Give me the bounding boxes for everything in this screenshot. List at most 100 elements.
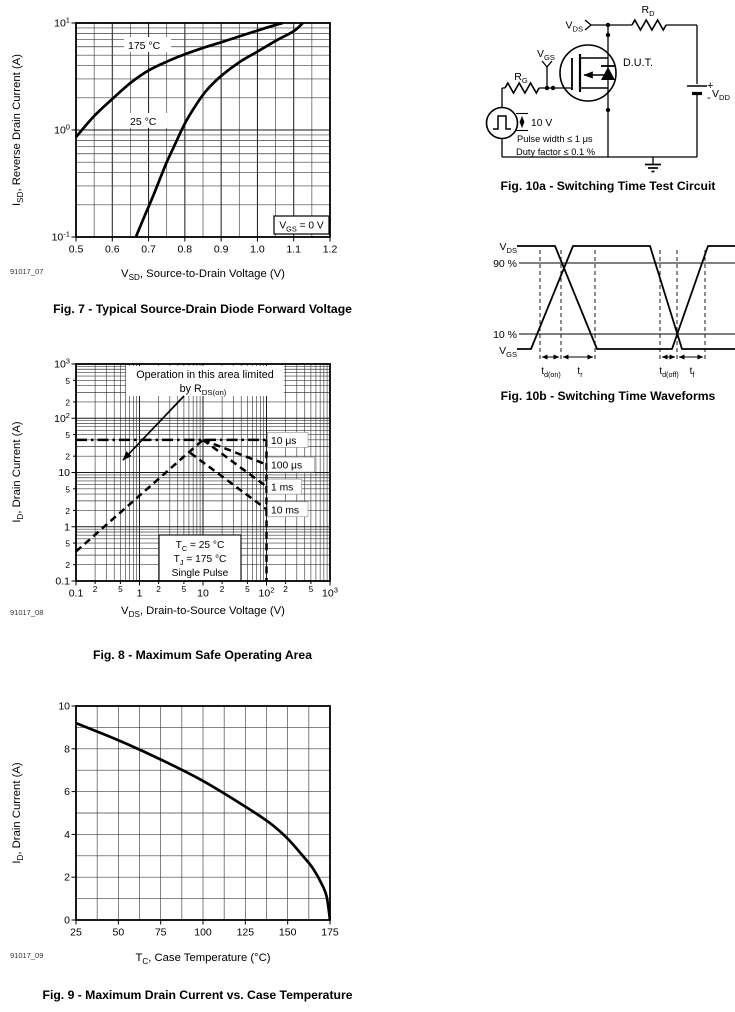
y-axis-title: ID, Drain Current (A) — [11, 762, 25, 864]
x-tick-label: 5 — [182, 584, 187, 594]
p10-label: 10 % — [493, 329, 517, 341]
vgs-waveform — [517, 245, 735, 350]
area-note-line1: Operation in this area limited — [136, 369, 273, 381]
rd-label: RD — [641, 4, 655, 18]
fig8-curve-1 ms — [202, 438, 268, 488]
y-tick-label: 2 — [64, 872, 70, 884]
curve-label: 25 °C — [130, 116, 157, 128]
curve-label: 175 °C — [128, 40, 161, 52]
pulse-label-box — [267, 478, 303, 495]
p90-label: 90 % — [493, 258, 517, 270]
rg-label: RG — [514, 71, 528, 85]
y-tick-label: 10-1 — [52, 230, 70, 244]
junction-dot — [605, 107, 611, 113]
x-tick-label: 1.1 — [286, 244, 301, 256]
area-note-arrow — [122, 395, 185, 461]
x-tick-label: 0.6 — [105, 244, 120, 256]
y-tick-label: 103 — [54, 357, 70, 371]
x-tick-label: 10 — [197, 588, 209, 600]
x-axis-title: TC, Case Temperature (°C) — [135, 952, 270, 966]
x-tick-label: 103 — [322, 586, 338, 600]
fig8-curve-10 ms — [189, 451, 268, 511]
x-tick-label: 75 — [155, 927, 167, 939]
pulse-width-label: Pulse width ≤ 1 μs — [517, 134, 593, 144]
td-on-label: td(on) — [541, 366, 561, 379]
x-axis-title: VDS, Drain-to-Source Voltage (V) — [121, 605, 285, 619]
fig9-grid — [76, 706, 330, 920]
y-tick-label: 10 — [58, 467, 70, 479]
area-note-line2: by RDS(on) — [180, 383, 227, 397]
x-tick-label: 0.9 — [214, 244, 229, 256]
pulse-label: 100 μs — [271, 461, 302, 472]
fig10a-circuit: VDS RD +- VDD 10 V Pulse width ≤ 1 μs Duty fac… — [485, 4, 730, 173]
x-tick-label: 0.7 — [141, 244, 156, 256]
vgs-level-label: VGS — [499, 345, 517, 359]
label-bg — [126, 113, 167, 128]
fig8-caption: Fig. 8 - Maximum Safe Operating Area — [93, 648, 312, 662]
x-tick-label: 1.0 — [250, 244, 265, 256]
y-tick-label: 2 — [65, 452, 70, 462]
tf-label: tf — [690, 366, 695, 379]
x-tick-label: 125 — [237, 927, 255, 939]
tr-label: tr — [577, 366, 583, 379]
pulse-label: 10 μs — [271, 436, 296, 447]
fig8-chart: Operation in this area limited by RDS(on)… — [11, 357, 338, 619]
pulse-label-box — [267, 432, 309, 448]
body-diode-triangle — [601, 67, 615, 80]
y-tick-label: 5 — [65, 539, 70, 549]
vds-level-label: VDS — [500, 241, 518, 255]
junction-dot — [605, 32, 611, 38]
x-tick-label: 5 — [309, 584, 314, 594]
battery-minus-label: - — [707, 92, 711, 104]
pulse-label: 10 ms — [271, 505, 299, 516]
y-axis-title: ISD, Reverse Drain Current (A) — [11, 54, 25, 206]
y-tick-label: 1 — [64, 521, 70, 533]
x-tick-label: 150 — [279, 927, 297, 939]
pulse-label: 1 ms — [271, 483, 293, 494]
y-tick-label: 101 — [54, 16, 70, 30]
pulse-label-box — [267, 456, 315, 473]
vds-waveform — [517, 245, 735, 350]
y-tick-label: 2 — [65, 506, 70, 516]
x-tick-label: 25 — [70, 927, 82, 939]
fig9-doc-id: 91017_09 — [10, 951, 44, 960]
junction-dot — [550, 85, 556, 91]
fig7-doc-id: 91017_07 — [10, 267, 44, 276]
fig7-caption: Fig. 7 - Typical Source-Drain Diode Forw… — [53, 302, 352, 316]
fig7-curve-25 °C — [134, 22, 304, 238]
fig9-chart: 25 50 75 100 125 150 175 0 2 4 6 8 10 TC, Case Temper… — [11, 701, 339, 966]
battery-plus-label: + — [707, 80, 713, 92]
y-tick-label: 6 — [64, 786, 70, 798]
y-tick-label: 100 — [54, 123, 70, 137]
x-tick-label: 50 — [112, 927, 124, 939]
rd-resistor — [631, 18, 667, 32]
x-tick-label: 2 — [220, 584, 225, 594]
x-tick-label: 175 — [321, 927, 339, 939]
dut-label: D.U.T. — [623, 57, 653, 69]
fig9-curve-0 — [75, 721, 331, 921]
y-tick-label: 2 — [65, 397, 70, 407]
vds-probe-label: VDS — [566, 20, 584, 34]
vdd-label: VDD — [712, 88, 730, 102]
condition-line: TC = 25 °C — [176, 540, 225, 553]
x-tick-label: 0.5 — [69, 244, 84, 256]
vgs-probe-label: VGS — [537, 48, 555, 62]
y-tick-label: 2 — [65, 560, 70, 570]
vgs-probe-wedge — [541, 60, 553, 69]
pulse-glyph — [493, 115, 511, 130]
y-tick-label: 4 — [64, 829, 70, 841]
y-tick-label: 102 — [54, 411, 70, 425]
fig7-grid — [76, 23, 330, 237]
y-tick-label: 5 — [65, 430, 70, 440]
amplitude-label: 10 V — [531, 118, 552, 129]
x-tick-label: 0.8 — [178, 244, 193, 256]
x-tick-label: 1 — [137, 588, 143, 600]
mosfet-body-circle — [559, 44, 617, 102]
condition-line: Single Pulse — [172, 568, 229, 579]
y-axis-title: ID, Drain Current (A) — [11, 421, 25, 523]
vgs-condition-box — [273, 215, 330, 235]
x-tick-label: 102 — [259, 586, 275, 600]
y-tick-label: 8 — [64, 743, 70, 755]
y-tick-label: 5 — [65, 484, 70, 494]
